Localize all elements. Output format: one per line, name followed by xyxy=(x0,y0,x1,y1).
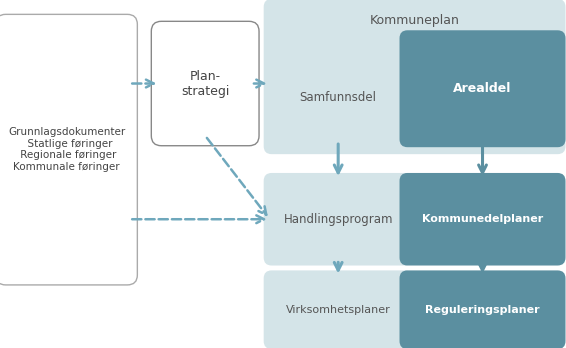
Text: Kommuneplan: Kommuneplan xyxy=(370,15,460,27)
FancyBboxPatch shape xyxy=(264,270,413,348)
FancyBboxPatch shape xyxy=(264,173,413,266)
FancyBboxPatch shape xyxy=(265,50,411,145)
Text: Handlingsprogram: Handlingsprogram xyxy=(284,213,393,226)
Text: Plan-
strategi: Plan- strategi xyxy=(181,70,229,97)
Text: Grunnlagsdokumenter
  Statlige føringer
 Regionale føringer
Kommunale føringer: Grunnlagsdokumenter Statlige føringer Re… xyxy=(8,127,125,172)
FancyBboxPatch shape xyxy=(400,270,565,348)
FancyBboxPatch shape xyxy=(0,14,138,285)
FancyBboxPatch shape xyxy=(400,30,565,147)
Text: Samfunnsdel: Samfunnsdel xyxy=(299,91,377,104)
FancyBboxPatch shape xyxy=(264,0,565,154)
FancyBboxPatch shape xyxy=(400,173,565,266)
FancyBboxPatch shape xyxy=(151,21,259,146)
Text: Arealdel: Arealdel xyxy=(453,82,512,95)
Text: Kommunedelplaner: Kommunedelplaner xyxy=(422,214,543,224)
Text: Reguleringsplaner: Reguleringsplaner xyxy=(425,305,540,315)
Text: Virksomhetsplaner: Virksomhetsplaner xyxy=(286,305,391,315)
